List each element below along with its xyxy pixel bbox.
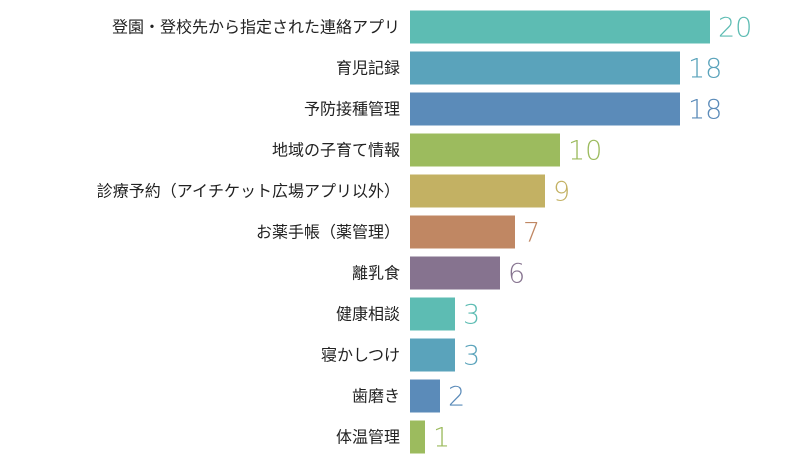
bar-9: [410, 379, 440, 413]
bar-0: [410, 10, 710, 44]
category-label-2: 予防接種管理: [304, 100, 400, 119]
category-label-10: 体温管理: [336, 428, 400, 447]
bar-6: [410, 256, 500, 290]
value-label-4: 9: [553, 177, 570, 208]
value-label-1: 18: [688, 54, 722, 85]
bars-group: [410, 10, 710, 454]
value-label-3: 10: [568, 136, 602, 167]
category-labels: 登園・登校先から指定された連絡アプリ育児記録予防接種管理地域の子育て情報診療予約…: [97, 18, 400, 447]
category-label-7: 健康相談: [336, 305, 400, 324]
bar-7: [410, 297, 455, 331]
value-label-6: 6: [508, 259, 525, 290]
value-label-2: 18: [688, 95, 722, 126]
value-label-5: 7: [523, 218, 540, 249]
value-label-0: 20: [718, 13, 752, 44]
category-label-0: 登園・登校先から指定された連絡アプリ: [112, 18, 400, 37]
category-label-8: 寝かしつけ: [321, 346, 400, 365]
bar-3: [410, 133, 560, 167]
category-label-5: お薬手帳（薬管理）: [256, 223, 400, 242]
category-label-9: 歯磨き: [352, 387, 400, 406]
category-label-3: 地域の子育て情報: [272, 141, 400, 160]
bar-4: [410, 174, 545, 208]
bar-8: [410, 338, 455, 372]
category-label-6: 離乳食: [352, 264, 400, 283]
value-label-8: 3: [463, 341, 480, 372]
value-label-9: 2: [448, 382, 465, 413]
value-label-10: 1: [433, 423, 450, 454]
category-label-4: 診療予約（アイチケット広場アプリ以外）: [97, 182, 400, 201]
bar-5: [410, 215, 515, 249]
bar-2: [410, 92, 680, 126]
category-label-1: 育児記録: [336, 59, 400, 78]
value-label-7: 3: [463, 300, 480, 331]
bar-1: [410, 51, 680, 85]
bar-10: [410, 420, 425, 454]
